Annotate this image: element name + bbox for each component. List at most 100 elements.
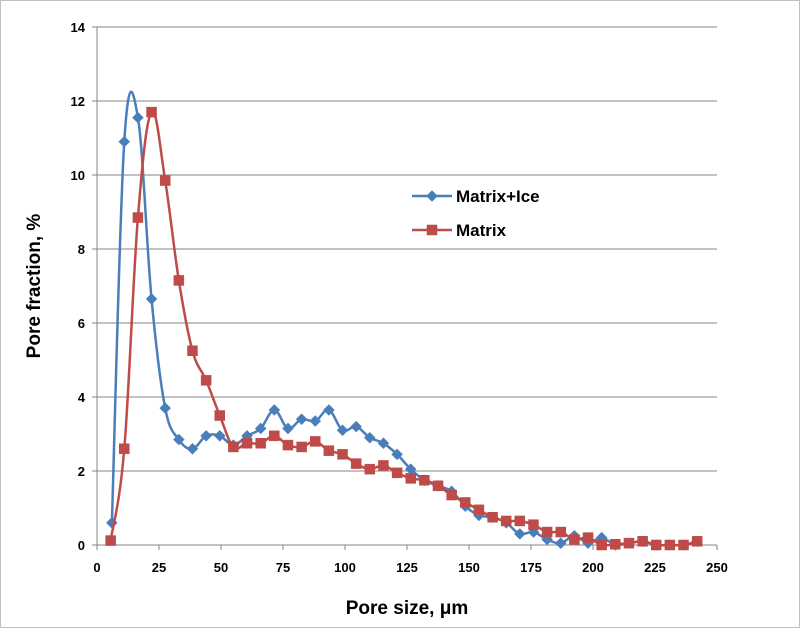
data-point [323, 445, 335, 456]
data-point [254, 422, 267, 435]
data-point [119, 443, 130, 455]
data-point [200, 429, 212, 442]
data-point [405, 473, 416, 484]
data-point [309, 436, 321, 447]
legend: Matrix+Ice Matrix [412, 187, 540, 240]
data-point [118, 135, 131, 148]
x-tick-label: 175 [520, 560, 542, 575]
data-point [377, 437, 390, 450]
data-point [295, 413, 308, 426]
x-tick-label: 200 [582, 560, 604, 575]
data-point [664, 539, 676, 551]
legend-marker [426, 224, 438, 236]
series-matrix [105, 106, 703, 551]
data-point [610, 539, 621, 550]
axes: 0 2 4 6 8 10 12 14 0 25 50 75 100 125 150 175 200 225 250 [71, 20, 728, 575]
data-point [596, 539, 607, 551]
data-point [282, 422, 294, 435]
data-point [487, 512, 498, 523]
legend-label: Matrix [456, 221, 507, 240]
legend-marker [426, 190, 438, 202]
data-point [228, 441, 239, 453]
legend-item: Matrix [412, 221, 507, 240]
data-point [159, 402, 172, 414]
data-point [336, 424, 349, 437]
data-point [309, 415, 322, 427]
data-point [214, 410, 226, 421]
data-point [364, 463, 376, 475]
y-tick-label: 14 [71, 20, 86, 35]
y-tick-label: 6 [78, 316, 85, 331]
data-point [691, 536, 703, 547]
legend-item: Matrix+Ice [412, 187, 540, 206]
x-tick-label: 250 [706, 560, 728, 575]
data-point [159, 175, 171, 186]
data-point [241, 438, 253, 449]
x-tick-label: 75 [276, 560, 290, 575]
data-point [350, 420, 363, 433]
data-point [513, 528, 526, 540]
data-point [582, 532, 594, 543]
data-point [500, 515, 512, 527]
data-point [419, 475, 430, 486]
y-tick-label: 2 [78, 464, 85, 479]
series-layer [105, 90, 704, 551]
y-axis-title: Pore fraction, % [24, 214, 45, 359]
data-point [650, 539, 662, 551]
data-point [173, 275, 185, 286]
data-point [391, 448, 403, 461]
data-point [268, 404, 281, 416]
data-point [555, 526, 567, 538]
data-point [337, 449, 348, 460]
data-point [269, 430, 280, 442]
data-point [105, 535, 116, 546]
y-tick-label: 0 [78, 538, 85, 553]
data-point [541, 526, 553, 538]
y-tick-label: 10 [71, 168, 85, 183]
data-point [350, 458, 362, 469]
x-tick-label: 150 [458, 560, 480, 575]
data-point [473, 504, 485, 516]
y-tick-label: 4 [78, 390, 86, 405]
data-point [378, 460, 389, 471]
data-point [446, 489, 457, 501]
data-point [637, 536, 648, 547]
x-tick-label: 125 [396, 560, 418, 575]
data-point [296, 441, 307, 453]
x-axis-title: Pore size, μm [346, 598, 469, 619]
data-point [132, 212, 144, 223]
data-point [213, 429, 226, 442]
data-point [554, 537, 567, 550]
data-point [623, 537, 635, 549]
x-tick-label: 0 [93, 560, 100, 575]
data-point [145, 293, 158, 305]
data-point [323, 404, 335, 416]
data-point [528, 519, 539, 530]
data-point [146, 106, 157, 118]
data-point [255, 438, 266, 449]
data-point [172, 433, 185, 446]
data-point [391, 467, 403, 479]
legend-label: Matrix+Ice [456, 187, 540, 206]
x-tick-label: 50 [214, 560, 228, 575]
data-point [460, 497, 471, 508]
data-point [432, 480, 444, 492]
x-tick-label: 225 [644, 560, 666, 575]
data-point [678, 539, 689, 551]
x-tick-label: 25 [152, 560, 166, 575]
x-tick-label: 100 [334, 560, 356, 575]
data-point [282, 439, 294, 451]
y-tick-label: 12 [71, 94, 85, 109]
series-line [109, 110, 698, 547]
data-point [569, 534, 580, 545]
data-point [186, 442, 199, 455]
data-point [514, 515, 526, 527]
data-point [132, 111, 144, 124]
data-point [363, 431, 376, 444]
y-tick-label: 8 [78, 242, 85, 257]
data-point [200, 375, 212, 386]
data-point [187, 345, 198, 356]
